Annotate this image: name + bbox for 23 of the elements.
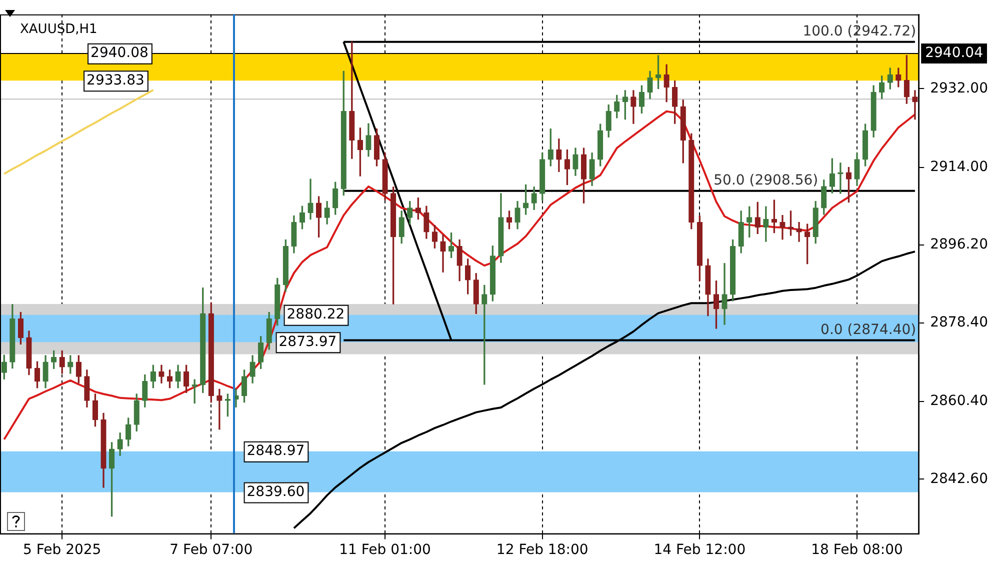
ref-line-label: 2940.04	[925, 45, 984, 62]
text: XAUUSD,H1	[20, 22, 98, 37]
y-tick-label: 2896.20	[930, 236, 988, 253]
x-tick-label: 18 Feb 08:00	[811, 542, 903, 558]
annotation: 2848.97	[246, 442, 305, 459]
annotation: 2839.60	[246, 484, 305, 500]
annotation: 50.0 (2908.56)	[714, 172, 818, 189]
y-tick-label: 2932.00	[930, 80, 988, 96]
x-tick-label: 5 Feb 2025	[22, 542, 102, 558]
annotation: 0.0 (2874.40)	[820, 322, 916, 338]
annotation: 2940.08	[90, 45, 148, 62]
annotation: 2873.97	[278, 334, 337, 350]
annotation: 2880.22	[286, 306, 345, 322]
x-tick-label: 12 Feb 18:00	[496, 542, 588, 558]
annotation: 2933.83	[86, 72, 144, 88]
y-tick-label: 2842.60	[930, 470, 988, 487]
y-tick-label: 2860.40	[930, 393, 988, 410]
y-tick-label: 2878.40	[930, 314, 988, 330]
y-tick-label: 2914.00	[930, 158, 988, 175]
x-tick-label: 11 Feb 01:00	[339, 542, 431, 558]
annotation: 100.0 (2942.72)	[802, 23, 916, 40]
x-tick-label: 14 Feb 12:00	[654, 542, 746, 558]
x-tick-label: 7 Feb 07:00	[170, 542, 253, 558]
